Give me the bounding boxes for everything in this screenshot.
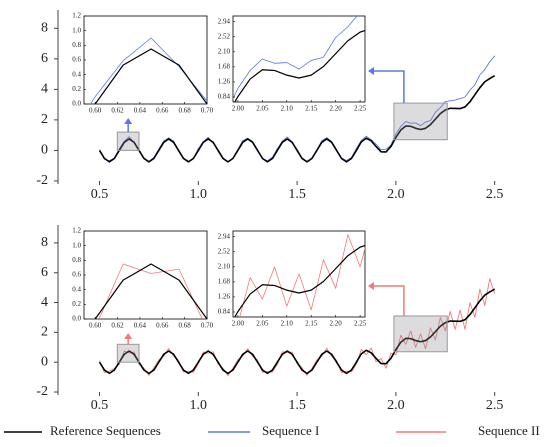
arrow bbox=[373, 70, 405, 104]
y-tick-label: 8 bbox=[41, 21, 48, 36]
inset-y-tick-label: 0.6 bbox=[72, 271, 81, 279]
inset-x-tick-label: 0.64 bbox=[134, 322, 147, 330]
inset-y-tick-label: 1.26 bbox=[218, 78, 231, 86]
inset-y-tick-label: 0.84 bbox=[218, 308, 231, 316]
inset-y-tick-label: 1.0 bbox=[72, 241, 81, 249]
inset-x-tick-label: 2.00 bbox=[232, 320, 245, 328]
series-line bbox=[98, 74, 496, 163]
arrow bbox=[373, 285, 405, 316]
x-tick-label: 1.5 bbox=[288, 398, 306, 413]
inset-y-tick-label: 1.68 bbox=[218, 62, 231, 70]
inset-x-tick-label: 0.64 bbox=[134, 107, 147, 115]
inset-background bbox=[83, 15, 208, 105]
inset-x-tick-label: 0.62 bbox=[111, 107, 124, 115]
zoom-region bbox=[393, 102, 448, 141]
y-tick-label: 4 bbox=[41, 82, 48, 97]
inset-y-tick-label: 2.94 bbox=[218, 232, 231, 240]
inset-x-tick-label: 2.00 bbox=[232, 105, 245, 113]
inset-x-tick-label: 2.15 bbox=[305, 320, 318, 328]
inset-y-tick-label: 0.2 bbox=[72, 300, 81, 308]
arrow-head bbox=[124, 118, 133, 124]
inset-x-tick-label: 0.70 bbox=[201, 322, 214, 330]
y-tick-label: 2 bbox=[41, 325, 48, 340]
inset-y-tick-label: 0.6 bbox=[72, 56, 81, 64]
x-tick-label: 2.0 bbox=[387, 398, 405, 413]
inset-y-tick-label: 0.4 bbox=[72, 285, 81, 293]
inset-x-tick-label: 2.05 bbox=[256, 320, 269, 328]
zoom-region bbox=[116, 343, 140, 363]
inset-background bbox=[232, 15, 366, 103]
x-tick-label: 2.0 bbox=[387, 187, 405, 202]
arrow-head bbox=[368, 67, 374, 75]
inset-x-tick-label: 2.20 bbox=[330, 320, 343, 328]
arrow-head bbox=[368, 282, 374, 290]
inset-x-tick-label: 0.62 bbox=[111, 322, 124, 330]
inset-y-tick-label: 2.10 bbox=[218, 47, 231, 55]
y-tick-label: 0 bbox=[41, 354, 48, 369]
inset-x-tick-label: 0.70 bbox=[201, 107, 214, 115]
inset-y-tick-label: 1.68 bbox=[218, 277, 231, 285]
inset-x-tick-label: 2.15 bbox=[305, 105, 318, 113]
series-line bbox=[233, 16, 358, 100]
inset-y-tick-label: 1.2 bbox=[72, 12, 81, 20]
inset-x-tick-label: 0.66 bbox=[156, 107, 169, 115]
inset-y-tick-label: 0.0 bbox=[72, 315, 81, 323]
series-line bbox=[98, 288, 496, 375]
inset-y-tick-label: 1.0 bbox=[72, 26, 81, 34]
inset-y-tick-label: 1.26 bbox=[218, 293, 231, 301]
x-tick-label: 1.5 bbox=[288, 187, 306, 202]
legend-label: Sequence II bbox=[478, 423, 540, 438]
x-tick-label: 2.5 bbox=[486, 398, 504, 413]
x-tick-label: 0.5 bbox=[91, 187, 109, 202]
inset-x-tick-label: 0.68 bbox=[179, 322, 192, 330]
x-tick-label: 0.5 bbox=[91, 398, 109, 413]
zoom-region bbox=[393, 315, 448, 353]
zoom-region bbox=[116, 131, 140, 151]
inset-y-tick-label: 1.2 bbox=[72, 227, 81, 235]
plot-area bbox=[98, 278, 496, 377]
inset-x-tick-label: 2.10 bbox=[281, 105, 294, 113]
inset-y-tick-label: 0.8 bbox=[72, 256, 81, 264]
y-tick-label: -2 bbox=[36, 173, 48, 188]
inset-x-tick-label: 0.60 bbox=[89, 107, 102, 115]
y-tick-label: 4 bbox=[41, 295, 48, 310]
inset-x-tick-label: 2.05 bbox=[256, 105, 269, 113]
inset-plot bbox=[233, 16, 365, 102]
inset-y-tick-label: 0.8 bbox=[72, 41, 81, 49]
inset-y-tick-label: 2.52 bbox=[218, 247, 231, 255]
series-line bbox=[239, 234, 365, 317]
y-tick-label: 0 bbox=[41, 143, 48, 158]
arrow-head bbox=[124, 333, 133, 339]
x-tick-label: 2.5 bbox=[486, 187, 504, 202]
inset-x-tick-label: 2.10 bbox=[281, 320, 294, 328]
inset-y-tick-label: 2.10 bbox=[218, 262, 231, 270]
inset-y-tick-label: 2.52 bbox=[218, 32, 231, 40]
y-tick-label: -2 bbox=[36, 384, 48, 399]
y-tick-label: 8 bbox=[41, 235, 48, 250]
series-line bbox=[234, 244, 365, 317]
inset-y-tick-label: 0.0 bbox=[72, 100, 81, 108]
inset-x-tick-label: 2.25 bbox=[354, 105, 367, 113]
y-tick-label: 2 bbox=[41, 112, 48, 127]
inset-x-tick-label: 2.20 bbox=[330, 105, 343, 113]
y-tick-label: 6 bbox=[41, 51, 48, 66]
legend-label: Reference Sequences bbox=[50, 423, 161, 438]
series-line bbox=[234, 29, 365, 102]
y-tick-label: 6 bbox=[41, 265, 48, 280]
x-tick-label: 1.0 bbox=[190, 398, 208, 413]
inset-x-tick-label: 0.66 bbox=[156, 322, 169, 330]
plot-area bbox=[98, 55, 496, 163]
legend-label: Sequence I bbox=[262, 423, 319, 438]
inset-y-tick-label: 2.94 bbox=[218, 17, 231, 25]
inset-y-tick-label: 0.84 bbox=[218, 93, 231, 101]
inset-x-tick-label: 0.68 bbox=[179, 107, 192, 115]
inset-plot bbox=[234, 234, 365, 317]
inset-background bbox=[83, 230, 208, 320]
x-tick-label: 1.0 bbox=[190, 187, 208, 202]
inset-x-tick-label: 0.60 bbox=[89, 322, 102, 330]
inset-y-tick-label: 0.4 bbox=[72, 70, 81, 78]
inset-x-tick-label: 2.25 bbox=[354, 320, 367, 328]
inset-y-tick-label: 0.2 bbox=[72, 85, 81, 93]
